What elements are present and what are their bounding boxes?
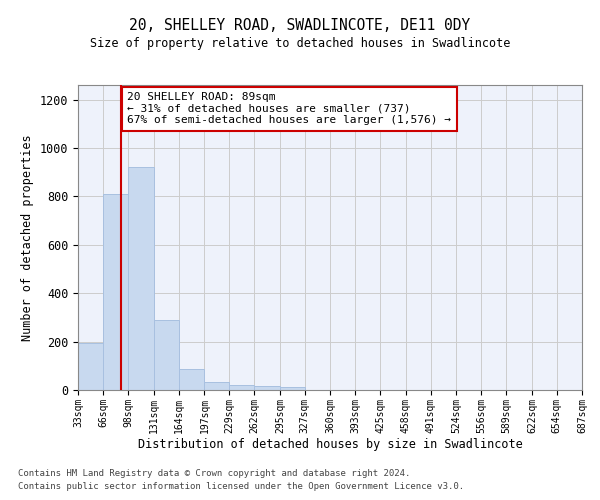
Text: 20, SHELLEY ROAD, SWADLINCOTE, DE11 0DY: 20, SHELLEY ROAD, SWADLINCOTE, DE11 0DY — [130, 18, 470, 32]
Bar — [205, 382, 229, 390]
Text: Contains HM Land Registry data © Crown copyright and database right 2024.: Contains HM Land Registry data © Crown c… — [18, 468, 410, 477]
Text: 20 SHELLEY ROAD: 89sqm
← 31% of detached houses are smaller (737)
67% of semi-de: 20 SHELLEY ROAD: 89sqm ← 31% of detached… — [127, 92, 451, 126]
Bar — [154, 320, 179, 390]
Text: Size of property relative to detached houses in Swadlincote: Size of property relative to detached ho… — [90, 38, 510, 51]
Bar — [103, 194, 128, 390]
Bar — [229, 385, 254, 390]
Bar — [254, 386, 280, 390]
Bar — [78, 343, 103, 390]
Bar — [280, 387, 305, 390]
Text: Contains public sector information licensed under the Open Government Licence v3: Contains public sector information licen… — [18, 482, 464, 491]
X-axis label: Distribution of detached houses by size in Swadlincote: Distribution of detached houses by size … — [137, 438, 523, 452]
Y-axis label: Number of detached properties: Number of detached properties — [21, 134, 34, 341]
Bar — [128, 168, 154, 390]
Bar — [179, 370, 205, 390]
